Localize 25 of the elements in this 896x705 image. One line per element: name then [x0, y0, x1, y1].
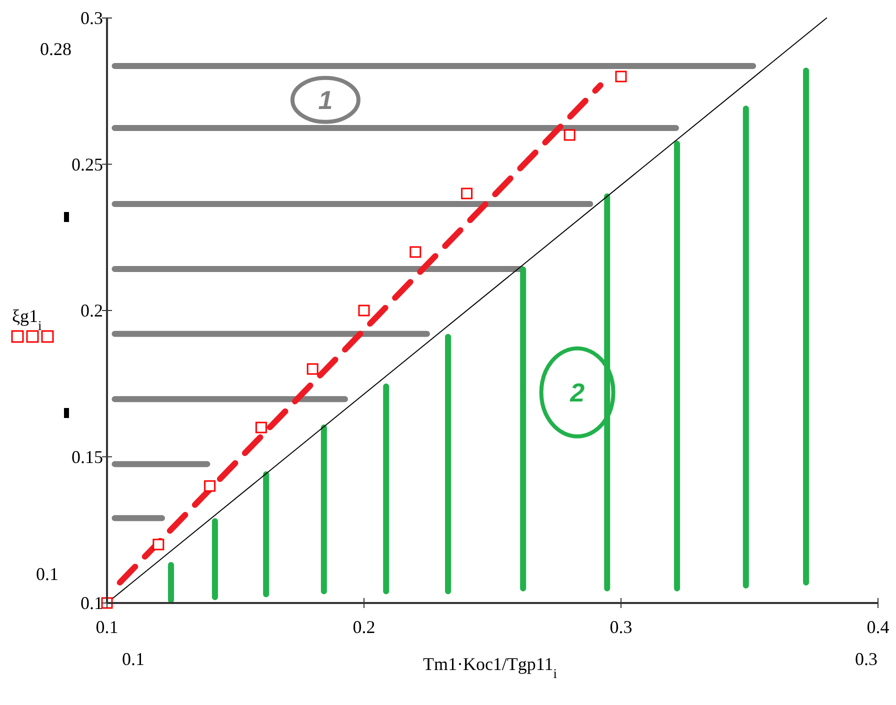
- point: [461, 188, 473, 200]
- x-tick-label: 0.3: [610, 617, 632, 637]
- x-axis-title: Tm1·Koc1/Tgp11$_{i}$: [422, 654, 558, 680]
- x-tick-label: 0.4: [866, 617, 890, 637]
- annotation: 1: [318, 84, 333, 115]
- point: [564, 129, 576, 141]
- y-axis-title: ξg1$_{i}$: [12, 306, 42, 332]
- annotation: 2: [569, 377, 586, 408]
- point: [358, 304, 370, 316]
- y-tick-label: 0.25: [72, 154, 103, 174]
- point: [615, 70, 627, 82]
- x-tick-label: 0.2: [352, 617, 376, 637]
- text: 0.1: [122, 649, 144, 669]
- y-tick-label: 0.2: [80, 300, 103, 320]
- text: 0.1: [36, 564, 58, 584]
- text: 0.3: [855, 649, 878, 669]
- point: [306, 363, 318, 375]
- point: [204, 480, 216, 492]
- text: 0.28: [40, 39, 72, 59]
- y-tick-label: 0.15: [72, 446, 103, 467]
- point: [255, 422, 267, 434]
- x-tick-label: 0.1: [96, 617, 118, 637]
- y-tick-label: 0.3: [80, 8, 103, 28]
- point: [410, 246, 422, 258]
- point: [152, 538, 164, 550]
